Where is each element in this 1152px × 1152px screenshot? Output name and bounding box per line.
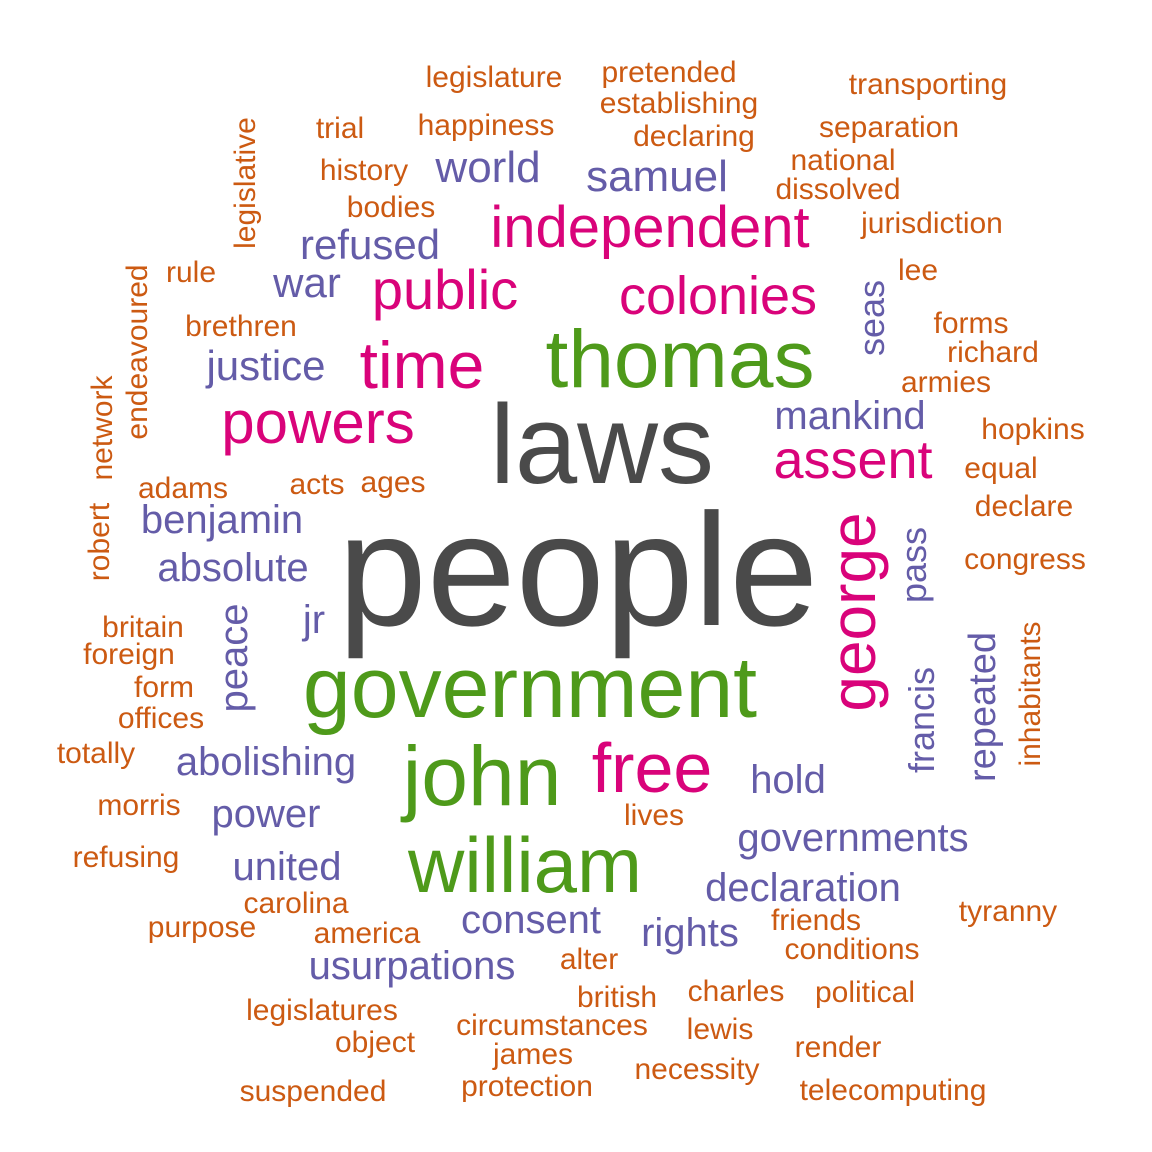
cloud-word-purpose: purpose	[147, 911, 257, 944]
cloud-word-congress: congress	[964, 543, 1086, 576]
cloud-word-repeated: repeated	[962, 631, 1004, 783]
cloud-word-suspended: suspended	[239, 1075, 387, 1108]
cloud-word-form: form	[134, 671, 194, 704]
cloud-word-lives: lives	[623, 799, 685, 832]
cloud-word-assent: assent	[773, 430, 933, 490]
cloud-word-laws: laws	[489, 382, 715, 507]
cloud-word-necessity: necessity	[634, 1053, 760, 1086]
cloud-word-john: john	[402, 729, 562, 823]
cloud-word-british: british	[576, 981, 658, 1014]
cloud-word-bodies: bodies	[346, 191, 436, 224]
cloud-word-armies: armies	[900, 366, 992, 399]
cloud-word-william: william	[408, 821, 642, 909]
cloud-word-government: government	[302, 640, 758, 736]
cloud-word-hold: hold	[750, 758, 826, 802]
cloud-word-thomas: thomas	[545, 314, 815, 405]
cloud-word-george: george	[817, 512, 889, 712]
cloud-word-samuel: samuel	[586, 152, 728, 201]
cloud-word-political: political	[814, 976, 916, 1009]
cloud-word-forms: forms	[933, 307, 1009, 340]
cloud-word-alter: alter	[559, 943, 619, 976]
cloud-word-tyranny: tyranny	[958, 895, 1058, 928]
cloud-word-mankind: mankind	[774, 394, 926, 438]
cloud-word-james: james	[492, 1038, 574, 1071]
cloud-word-history: history	[319, 154, 409, 187]
cloud-word-carolina: carolina	[243, 887, 349, 920]
cloud-word-object: object	[334, 1026, 416, 1059]
cloud-word-seas: seas	[851, 279, 892, 357]
cloud-word-jurisdiction: jurisdiction	[861, 207, 1003, 240]
cloud-word-declare: declare	[974, 490, 1074, 523]
cloud-word-morris: morris	[97, 789, 181, 822]
cloud-word-free: free	[591, 729, 713, 807]
cloud-word-refusing: refusing	[72, 841, 180, 874]
cloud-word-powers: powers	[221, 389, 415, 456]
cloud-word-consent: consent	[460, 898, 602, 942]
cloud-word-acts: acts	[289, 468, 345, 501]
cloud-word-brethren: brethren	[185, 310, 297, 343]
cloud-word-america: america	[313, 917, 421, 950]
cloud-word-war: war	[273, 259, 341, 306]
cloud-word-ages: ages	[360, 466, 426, 499]
cloud-word-legislature: legislature	[425, 61, 563, 94]
cloud-word-benjamin: benjamin	[140, 498, 304, 542]
cloud-word-francis: francis	[901, 666, 942, 774]
cloud-word-foreign: foreign	[83, 638, 175, 671]
cloud-word-public: public	[371, 258, 519, 321]
cloud-word-equal: equal	[964, 452, 1038, 485]
cloud-word-separation: separation	[818, 111, 960, 144]
cloud-word-time: time	[359, 328, 485, 402]
cloud-word-independent: independent	[490, 195, 810, 260]
cloud-word-refused: refused	[299, 221, 441, 268]
cloud-word-pass: pass	[893, 526, 934, 604]
cloud-word-adams: adams	[137, 472, 229, 505]
cloud-word-rights: rights	[641, 911, 739, 955]
cloud-word-peace: peace	[212, 603, 256, 713]
cloud-word-power: power	[211, 792, 321, 836]
cloud-word-jr: jr	[302, 598, 326, 642]
cloud-word-declaring: declaring	[633, 120, 755, 153]
cloud-word-charles: charles	[687, 975, 785, 1008]
cloud-word-dissolved: dissolved	[775, 173, 901, 206]
cloud-word-britain: britain	[102, 611, 184, 644]
cloud-word-lee: lee	[897, 254, 939, 287]
cloud-word-colonies: colonies	[618, 266, 818, 326]
cloud-word-network: network	[86, 375, 119, 481]
cloud-word-hopkins: hopkins	[981, 413, 1085, 446]
cloud-word-establishing: establishing	[599, 87, 759, 120]
cloud-word-legislative: legislative	[229, 117, 262, 249]
cloud-word-usurpations: usurpations	[308, 944, 516, 988]
cloud-word-render: render	[794, 1031, 882, 1064]
cloud-word-richard: richard	[947, 336, 1039, 369]
cloud-word-abolishing: abolishing	[175, 740, 357, 784]
cloud-word-united: united	[232, 845, 342, 889]
cloud-word-people: people	[337, 480, 819, 659]
cloud-word-protection: protection	[461, 1070, 593, 1103]
cloud-word-circumstances: circumstances	[456, 1009, 648, 1042]
cloud-word-world: world	[435, 143, 541, 192]
cloud-word-rule: rule	[165, 256, 217, 289]
cloud-word-lewis: lewis	[686, 1013, 754, 1046]
cloud-word-friends: friends	[770, 904, 862, 937]
cloud-word-totally: totally	[56, 737, 136, 770]
cloud-word-transporting: transporting	[848, 68, 1008, 101]
cloud-word-conditions: conditions	[784, 933, 920, 966]
cloud-word-trial: trial	[315, 112, 365, 145]
cloud-word-national: national	[790, 144, 896, 177]
cloud-word-justice: justice	[206, 342, 326, 389]
cloud-word-declaration: declaration	[705, 866, 901, 910]
cloud-word-pretended: pretended	[601, 56, 737, 89]
cloud-word-inhabitants: inhabitants	[1014, 621, 1047, 767]
cloud-word-legislatures: legislatures	[246, 994, 398, 1027]
cloud-word-governments: governments	[737, 816, 969, 860]
cloud-word-endeavoured: endeavoured	[121, 264, 154, 440]
cloud-word-happiness: happiness	[417, 109, 555, 142]
cloud-word-telecomputing: telecomputing	[799, 1074, 987, 1107]
cloud-word-absolute: absolute	[157, 546, 309, 590]
cloud-word-offices: offices	[117, 702, 205, 735]
cloud-word-robert: robert	[83, 502, 116, 582]
